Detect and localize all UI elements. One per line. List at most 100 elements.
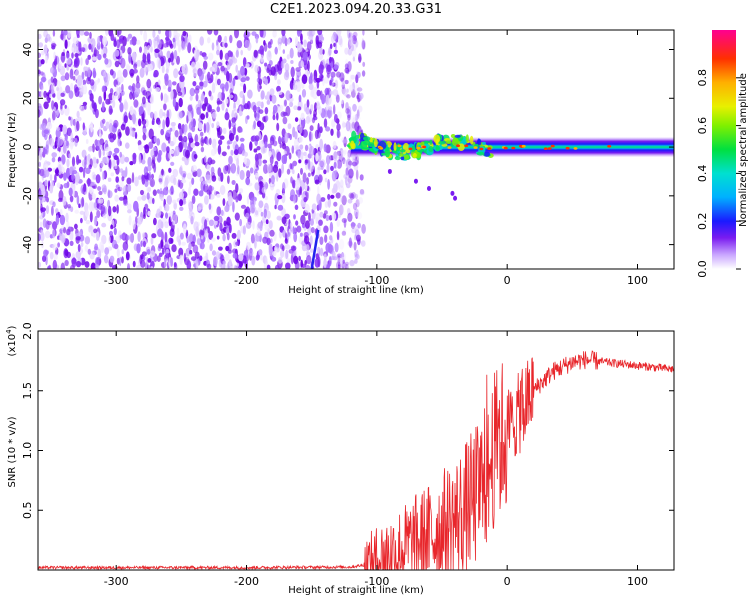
noise-blob bbox=[82, 122, 86, 131]
noise-blob bbox=[72, 186, 75, 198]
signal-blob bbox=[402, 142, 410, 152]
noise-blob bbox=[104, 30, 109, 36]
noise-blob bbox=[348, 237, 352, 248]
noise-blob bbox=[359, 189, 365, 195]
noise-blob bbox=[160, 194, 164, 202]
noise-blob bbox=[231, 117, 236, 124]
noise-blob bbox=[114, 49, 120, 57]
noise-blob bbox=[156, 138, 161, 146]
noise-blob bbox=[179, 232, 184, 240]
noise-blob bbox=[337, 256, 341, 265]
noise-blob bbox=[176, 40, 182, 48]
noise-blob bbox=[228, 155, 233, 165]
noise-blob bbox=[38, 52, 41, 59]
noise-blob bbox=[113, 147, 120, 154]
noise-blob bbox=[331, 35, 335, 44]
noise-blob bbox=[340, 149, 346, 157]
noise-blob bbox=[45, 250, 49, 255]
noise-blob bbox=[347, 106, 352, 115]
noise-blob bbox=[63, 182, 69, 189]
noise-blob bbox=[90, 181, 96, 187]
noise-blob bbox=[353, 208, 359, 218]
noise-blob bbox=[312, 91, 318, 100]
noise-blob bbox=[287, 123, 292, 130]
noise-blob bbox=[332, 89, 339, 96]
noise-blob bbox=[218, 246, 223, 251]
noise-blob bbox=[126, 235, 130, 241]
noise-blob bbox=[349, 36, 354, 47]
noise-blob bbox=[76, 120, 80, 132]
colorbar-label: Normalized spectral amplitude bbox=[738, 73, 749, 227]
noise-blob bbox=[170, 238, 174, 244]
noise-blob bbox=[263, 164, 269, 174]
noise-blob bbox=[75, 251, 81, 259]
colorbar: 0.0 0.2 0.4 0.6 0.8 Normalized spectral ampl… bbox=[696, 30, 749, 278]
noise-blob bbox=[258, 109, 264, 114]
noise-blob bbox=[277, 90, 283, 95]
noise-blob bbox=[293, 214, 296, 220]
noise-blob bbox=[173, 213, 178, 224]
noise-blob bbox=[293, 232, 298, 243]
noise-blob bbox=[350, 74, 355, 80]
noise-blob bbox=[69, 240, 74, 246]
noise-blob bbox=[255, 210, 259, 216]
noise-blob bbox=[186, 114, 189, 124]
noise-blob bbox=[339, 204, 344, 216]
noise-blob bbox=[256, 146, 261, 151]
noise-blob bbox=[317, 30, 323, 36]
noise-blob bbox=[298, 159, 302, 164]
noise-blob bbox=[38, 33, 42, 40]
noise-blob bbox=[181, 241, 187, 246]
noise-blob bbox=[174, 130, 179, 138]
noise-blob bbox=[244, 39, 250, 49]
noise-blob bbox=[330, 165, 334, 171]
noise-blob bbox=[334, 113, 338, 123]
noise-blob bbox=[289, 222, 293, 230]
noise-blob bbox=[103, 90, 107, 101]
noise-blob bbox=[292, 226, 295, 235]
noise-blob bbox=[44, 169, 50, 178]
signal-peak bbox=[521, 144, 526, 148]
noise-blob bbox=[163, 93, 168, 104]
noise-blob bbox=[355, 249, 359, 259]
signal-peak bbox=[422, 145, 427, 149]
noise-blob bbox=[105, 146, 111, 152]
noise-blob bbox=[87, 54, 91, 60]
noise-blob bbox=[205, 174, 211, 179]
noise-blob bbox=[138, 153, 142, 165]
noise-blob bbox=[143, 152, 146, 161]
signal-blob bbox=[400, 156, 405, 161]
noise-blob bbox=[187, 42, 192, 54]
noise-blob bbox=[256, 101, 262, 107]
noise-blob bbox=[151, 233, 157, 239]
noise-blob bbox=[316, 103, 321, 110]
noise-blob bbox=[249, 141, 253, 151]
noise-blob bbox=[245, 76, 250, 81]
noise-blob bbox=[312, 30, 316, 35]
noise-blob bbox=[333, 49, 338, 54]
noise-blob bbox=[308, 145, 315, 156]
noise-blob bbox=[101, 85, 106, 93]
noise-blob bbox=[240, 143, 245, 152]
noise-blob bbox=[71, 52, 74, 59]
noise-blob bbox=[284, 63, 290, 73]
noise-blob bbox=[281, 192, 286, 204]
noise-blob bbox=[43, 101, 49, 110]
noise-blob bbox=[169, 127, 173, 132]
noise-blob bbox=[222, 233, 226, 242]
x-tick-label: -200 bbox=[234, 274, 259, 287]
noise-blob bbox=[177, 91, 183, 97]
noise-blob bbox=[38, 181, 43, 187]
noise-blob bbox=[209, 243, 213, 252]
noise-blob bbox=[68, 153, 71, 159]
noise-blob bbox=[105, 121, 110, 129]
noise-blob bbox=[76, 110, 80, 118]
noise-blob bbox=[88, 186, 93, 194]
noise-blob bbox=[51, 45, 56, 50]
noise-blob bbox=[199, 131, 204, 137]
noise-blob bbox=[352, 115, 357, 120]
noise-blob bbox=[297, 42, 303, 53]
noise-blob bbox=[293, 79, 296, 84]
noise-blob bbox=[245, 177, 251, 186]
noise-blob bbox=[295, 67, 301, 72]
